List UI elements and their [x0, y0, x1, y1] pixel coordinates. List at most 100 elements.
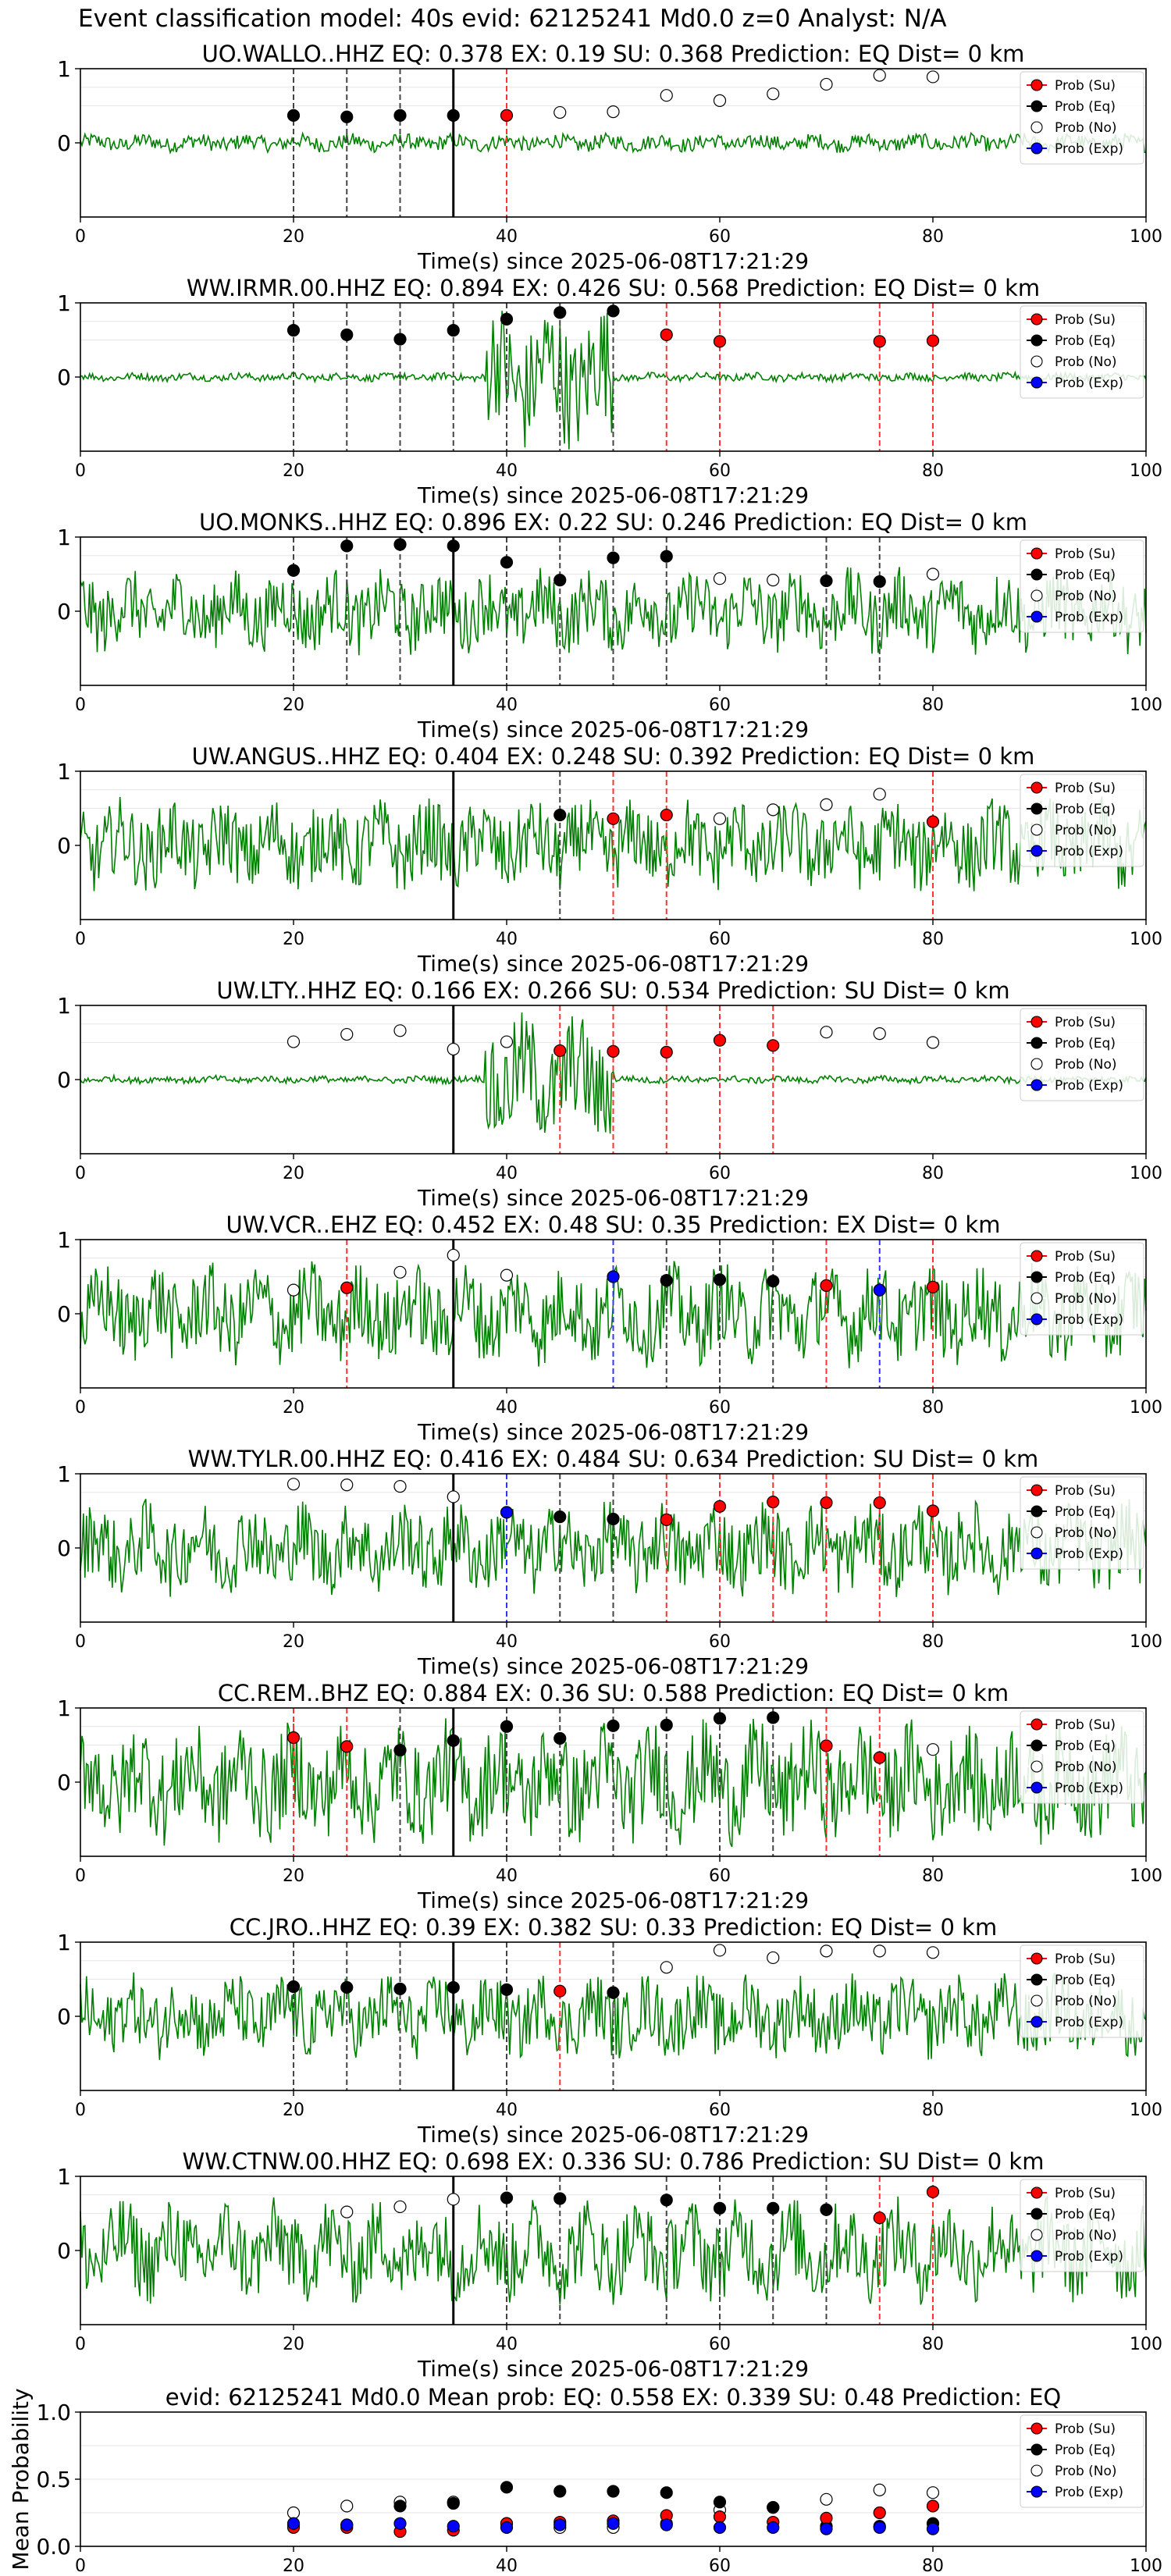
x-tick-label: 60: [709, 1866, 731, 1886]
x-tick-label: 100: [1130, 930, 1162, 949]
prediction-point: [287, 1980, 301, 1994]
panel-title: CC.JRO..HHZ EQ: 0.39 EX: 0.382 SU: 0.33 …: [230, 1914, 997, 1941]
prediction-point: [873, 1944, 886, 1958]
x-tick-label: 80: [922, 696, 944, 715]
legend-marker: [1030, 1079, 1043, 1091]
legend-label: Prob (Su): [1055, 1483, 1116, 1499]
prediction-point: [767, 1275, 780, 1288]
legend-label: Prob (No): [1055, 1994, 1117, 2009]
mean-prob-point: [340, 2500, 354, 2513]
panel-title: UO.MONKS..HHZ EQ: 0.896 EX: 0.22 SU: 0.2…: [199, 509, 1027, 535]
panel-title: UO.WALLO..HHZ EQ: 0.378 EX: 0.19 SU: 0.3…: [202, 41, 1025, 67]
legend-label: Prob (Exp): [1055, 2485, 1123, 2500]
chart-panel-3: UO.MONKS..HHZ EQ: 0.896 EX: 0.22 SU: 0.2…: [57, 509, 1162, 742]
axes-frame: [80, 68, 1147, 218]
legend-box: [1020, 2414, 1144, 2508]
x-tick-label: 60: [709, 461, 731, 481]
x-axis-label: Time(s) since 2025-06-08T17:21:29: [417, 2356, 809, 2382]
mean-prob-point: [926, 2500, 940, 2513]
waveform-trace: [80, 567, 1147, 656]
legend-label: Prob (Su): [1055, 78, 1116, 94]
prediction-point: [820, 1739, 833, 1752]
prediction-point: [500, 1720, 514, 1733]
prediction-point: [607, 1270, 620, 1283]
x-tick-label: 100: [1130, 1398, 1162, 1418]
prediction-point: [713, 572, 727, 585]
legend-marker: [1030, 2229, 1043, 2241]
y-axis-label: Mean Probability: [8, 2388, 34, 2570]
prediction-point: [713, 335, 727, 348]
prediction-point: [767, 573, 780, 587]
legend-label: Prob (Eq): [1055, 2207, 1116, 2222]
legend-label: Prob (Exp): [1055, 844, 1123, 859]
x-tick-label: 40: [496, 1398, 518, 1418]
legend-label: Prob (No): [1055, 1057, 1117, 1073]
x-tick-label: 100: [1130, 1164, 1162, 1183]
legend-label: Prob (Su): [1055, 1952, 1116, 1967]
x-tick-label: 100: [1130, 696, 1162, 715]
y-tick-label: 1: [57, 993, 71, 1019]
legend-label: Prob (Su): [1055, 312, 1116, 328]
legend-marker: [1030, 1484, 1043, 1496]
mean-prob-point: [500, 2481, 514, 2494]
prediction-point: [607, 1719, 620, 1732]
y-tick-label: 1: [57, 290, 71, 316]
x-axis-label: Time(s) since 2025-06-08T17:21:29: [417, 717, 809, 742]
y-tick-label: 0: [57, 130, 71, 156]
mean-prob-point: [767, 2521, 780, 2535]
y-tick-label: 0: [57, 599, 71, 624]
prediction-point: [553, 573, 567, 587]
x-tick-label: 20: [283, 696, 304, 715]
prediction-point: [340, 110, 354, 123]
mean-prob-point: [340, 2518, 354, 2532]
prediction-point: [926, 334, 940, 347]
prediction-point: [767, 1951, 780, 1965]
prediction-point: [660, 1274, 673, 1287]
prediction-point: [287, 1731, 301, 1745]
legend-box: [1020, 539, 1144, 633]
panel-title: WW.IRMR.00.HHZ EQ: 0.894 EX: 0.426 SU: 0…: [187, 275, 1040, 301]
panel-title: evid: 62125241 Md0.0 Mean prob: EQ: 0.55…: [166, 2384, 1062, 2411]
prediction-point: [340, 1281, 354, 1294]
prediction-point: [926, 1504, 940, 1517]
x-tick-label: 60: [709, 1632, 731, 1652]
x-tick-label: 100: [1130, 227, 1162, 247]
panel-title: WW.TYLR.00.HHZ EQ: 0.416 EX: 0.484 SU: 0…: [188, 1446, 1039, 1472]
prediction-point: [500, 312, 514, 326]
legend-marker: [1030, 1058, 1043, 1070]
prediction-point: [820, 2203, 833, 2216]
prediction-point: [500, 1035, 514, 1048]
prediction-point: [447, 109, 460, 122]
prediction-point: [767, 1495, 780, 1509]
mean-prob-point: [873, 2483, 886, 2496]
waveform-trace: [80, 131, 1147, 155]
legend-label: Prob (Exp): [1055, 610, 1123, 625]
x-tick-label: 40: [496, 930, 518, 949]
prediction-point: [393, 1265, 407, 1279]
prediction-point: [713, 1273, 727, 1286]
legend-box: [1020, 2179, 1144, 2272]
legend-label: Prob (Exp): [1055, 1312, 1123, 1328]
x-tick-label: 100: [1130, 1632, 1162, 1652]
prediction-point: [926, 1946, 940, 1959]
legend: Prob (Su) Prob (Eq) Prob (No) Prob (Exp): [1020, 1944, 1144, 2038]
prediction-point: [340, 539, 354, 553]
legend-marker: [1030, 2464, 1043, 2477]
x-tick-label: 0: [75, 227, 86, 247]
mean-prob-point: [287, 2506, 301, 2520]
prediction-point: [287, 109, 301, 122]
legend-marker: [1030, 1505, 1043, 1517]
mean-prob-point: [926, 2486, 940, 2500]
x-tick-label: 0: [75, 1866, 86, 1886]
legend-marker: [1030, 1994, 1043, 2007]
prediction-point: [287, 1283, 301, 1297]
prediction-point: [447, 1490, 460, 1503]
mean-prob-point: [820, 2511, 833, 2524]
x-tick-label: 40: [496, 1866, 518, 1886]
x-tick-label: 80: [922, 1398, 944, 1418]
x-axis-label: Time(s) since 2025-06-08T17:21:29: [417, 248, 809, 274]
legend-marker: [1030, 1526, 1043, 1539]
legend-label: Prob (No): [1055, 1759, 1117, 1775]
legend-box: [1020, 774, 1144, 867]
legend-label: Prob (Eq): [1055, 1738, 1116, 1754]
